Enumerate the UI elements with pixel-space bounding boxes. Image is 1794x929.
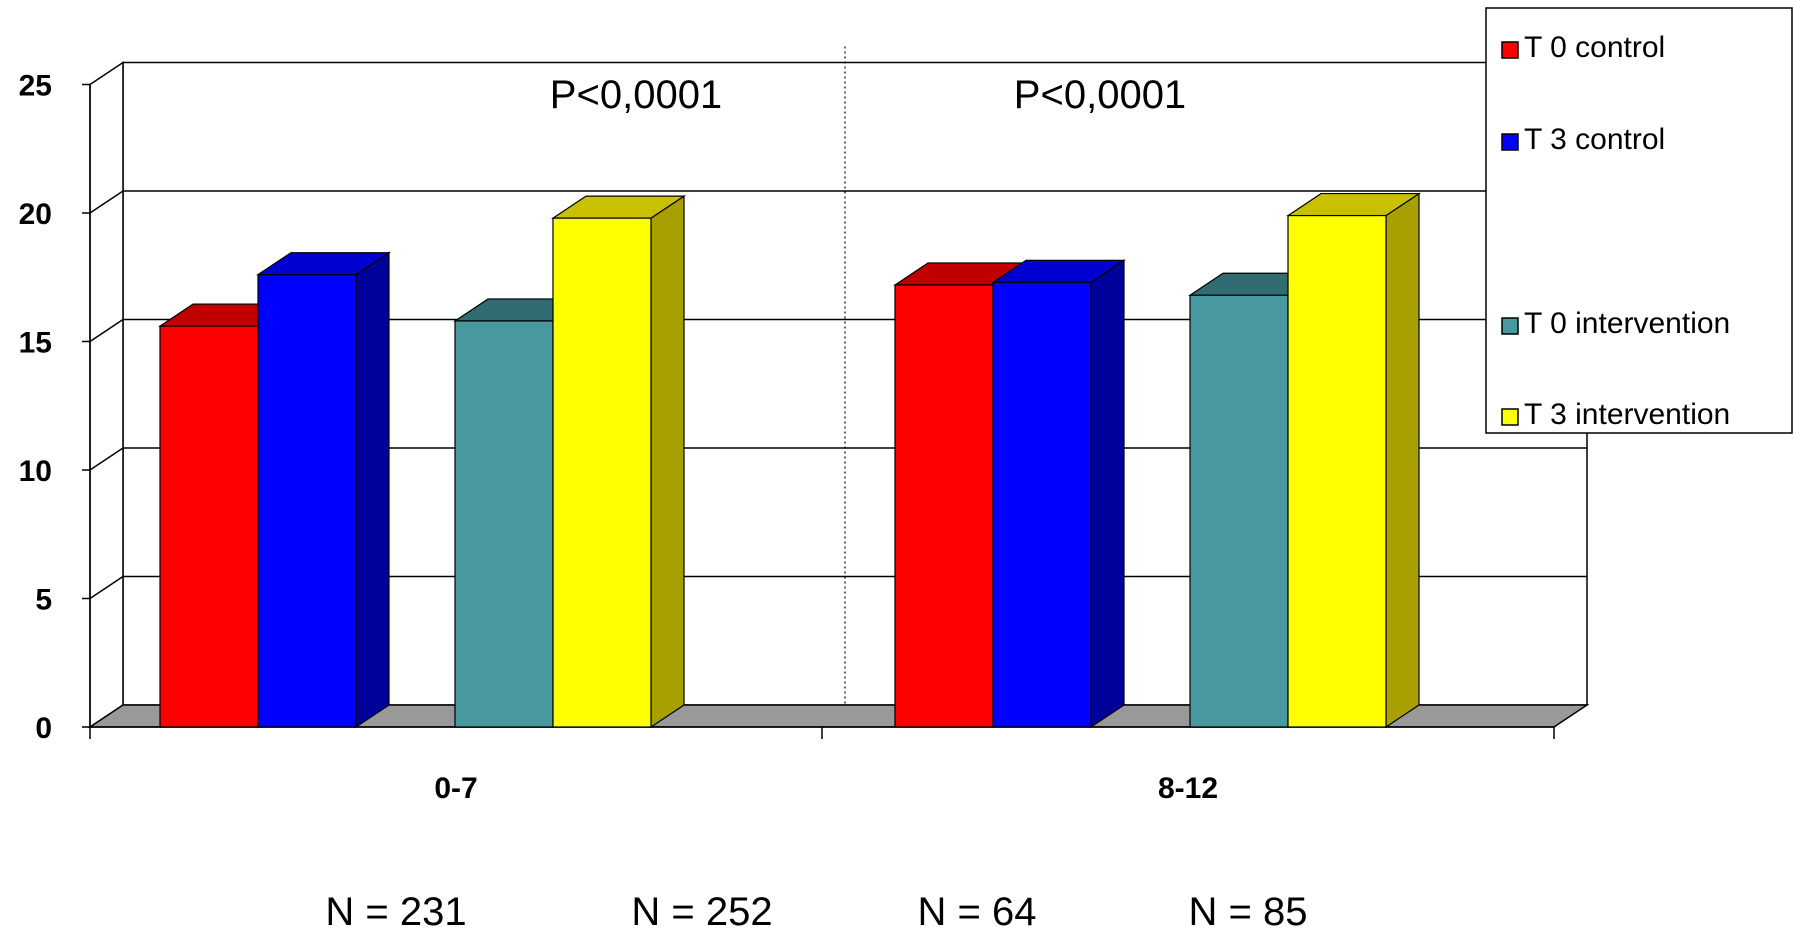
sample-size-label: N = 64 — [918, 890, 1037, 929]
left-wall — [89, 61, 124, 729]
legend-box — [1485, 7, 1793, 434]
legend-swatch — [1501, 133, 1519, 151]
legend-label: T 0 control — [1524, 31, 1665, 64]
legend-label: T 3 control — [1524, 123, 1665, 156]
y-tick-label: 25 — [19, 70, 52, 103]
sample-size-label: N = 231 — [325, 890, 466, 929]
legend-swatch — [1501, 41, 1519, 59]
legend-item: T 3 intervention — [1501, 398, 1730, 431]
bar — [1286, 192, 1421, 729]
legend-label: T 0 intervention — [1524, 307, 1730, 340]
gridline — [89, 190, 1587, 214]
y-axis: 0 5 10 15 20 25 — [19, 70, 91, 745]
y-tick-label: 20 — [19, 198, 52, 231]
x-tick-label: 8-12 — [1158, 772, 1218, 805]
legend-swatch — [1501, 317, 1519, 335]
bar — [551, 195, 686, 729]
legend-item: T 3 control — [1501, 123, 1665, 156]
sample-size-label: N = 252 — [631, 890, 772, 929]
sample-size-label: N = 85 — [1189, 890, 1308, 929]
bar — [256, 251, 391, 729]
y-tick-label: 15 — [19, 327, 52, 360]
bar — [991, 259, 1126, 729]
x-axis: 0-7 8-12 — [89, 726, 1555, 805]
p-value-annotation-0-7: P<0,0001 — [550, 73, 722, 117]
y-tick-label: 10 — [19, 455, 52, 488]
y-tick-label: 0 — [35, 712, 52, 745]
legend-item: T 0 intervention — [1501, 307, 1730, 340]
legend-item: T 0 control — [1501, 31, 1665, 64]
legend-swatch — [1501, 408, 1519, 426]
legend: T 0 control T 3 control T 0 intervention T … — [1485, 7, 1793, 434]
annotations: P<0,0001 P<0,0001 — [550, 73, 1186, 117]
p-value-annotation-8-12: P<0,0001 — [1014, 73, 1186, 117]
x-tick-label: 0-7 — [434, 772, 477, 805]
bars — [158, 192, 1421, 729]
legend-label: T 3 intervention — [1524, 398, 1730, 431]
y-tick-label: 5 — [35, 584, 52, 617]
sample-size-labels: N = 231 N = 252 N = 64 N = 85 — [325, 890, 1307, 929]
